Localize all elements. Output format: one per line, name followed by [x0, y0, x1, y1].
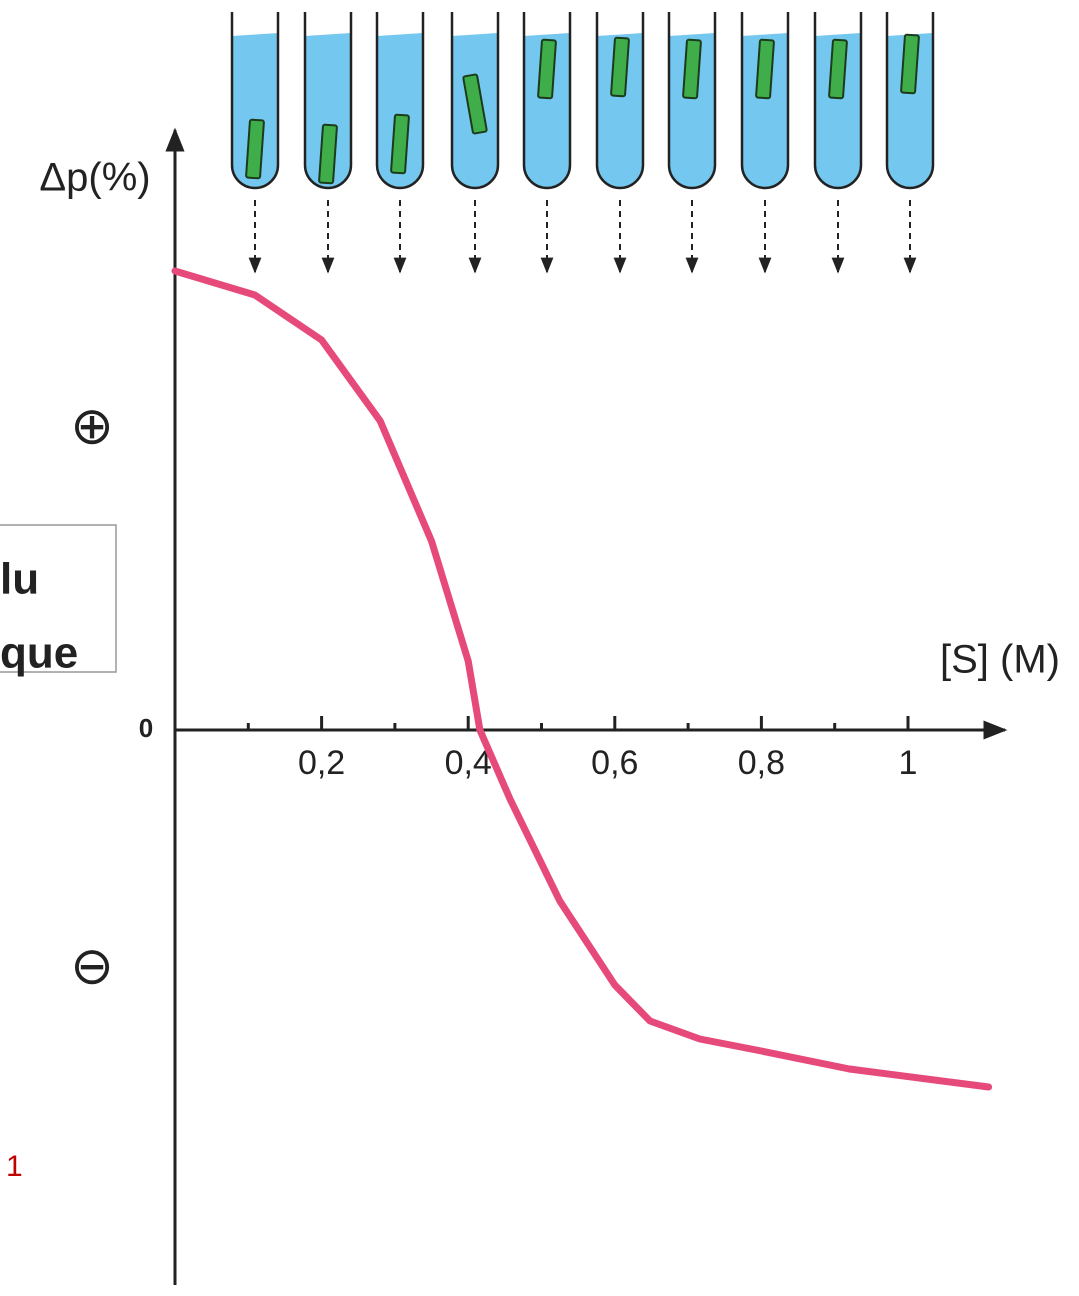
tube	[595, 12, 645, 190]
curve	[171, 267, 993, 1091]
tube-water	[305, 33, 351, 188]
tissue-piece	[682, 38, 702, 100]
annotation: lu	[0, 555, 39, 604]
tissue-piece	[537, 38, 557, 100]
y-tick-label: ⊖	[70, 938, 114, 996]
tissue-piece	[755, 38, 775, 100]
tube-water	[377, 33, 423, 188]
tissue-piece	[245, 118, 265, 180]
tube	[230, 12, 280, 190]
tissue-piece	[610, 36, 630, 98]
x-tick-label: 0,6	[591, 744, 638, 782]
x-tick-label: 0,2	[298, 744, 345, 782]
annotation: 1	[6, 1150, 23, 1183]
tube	[813, 12, 863, 190]
tissue-piece	[318, 123, 338, 185]
x-tick-label: 1	[899, 744, 918, 782]
x-axis-label: [S] (M)	[940, 638, 1060, 682]
tube-water	[597, 33, 643, 188]
tissue-piece	[900, 33, 920, 95]
y-axis-label: Δp(%)	[39, 156, 150, 200]
tube	[375, 12, 425, 190]
x-tick-label: 0,8	[738, 744, 785, 782]
tube-water	[232, 33, 278, 188]
tissue-piece	[462, 73, 488, 135]
annotation: que	[0, 629, 78, 678]
tube-water	[524, 33, 570, 188]
tube	[740, 12, 790, 190]
tissue-piece	[390, 113, 410, 175]
text-box	[0, 524, 117, 673]
tube	[885, 12, 935, 190]
tube-water	[815, 33, 861, 188]
tube	[303, 12, 353, 190]
tissue-piece	[828, 38, 848, 100]
y-tick-label: ⊕	[70, 398, 114, 456]
tube-water	[887, 33, 933, 188]
tube	[522, 12, 572, 190]
tube-water	[742, 33, 788, 188]
tube	[450, 12, 500, 190]
test-tubes	[230, 12, 935, 274]
tube	[667, 12, 717, 190]
tube-water	[669, 33, 715, 188]
y-tick-label: 0	[139, 713, 153, 743]
x-tick-label: 0,4	[445, 744, 492, 782]
